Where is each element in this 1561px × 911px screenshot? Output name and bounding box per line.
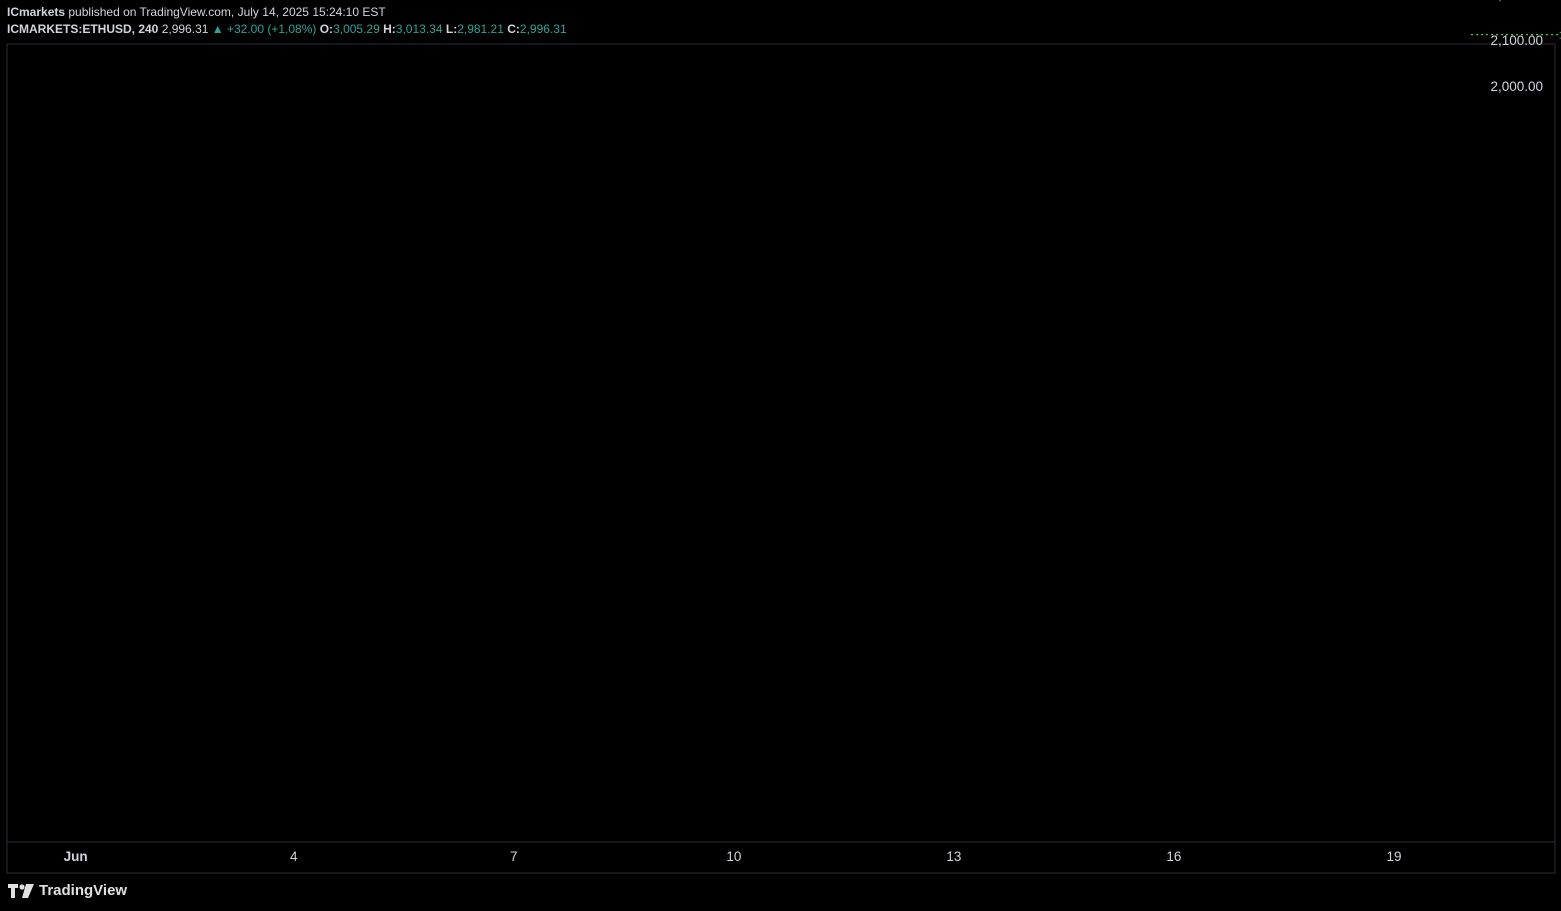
high-label: H: (383, 22, 396, 36)
x-tick-label: Jun (64, 849, 88, 864)
y-tick-label: 2,100.00 (1490, 33, 1543, 48)
x-tick-label: 10 (726, 849, 741, 864)
symbol-label[interactable]: ICMARKETS:ETHUSD, 240 (7, 22, 159, 36)
ohlc-legend: ICMARKETS:ETHUSD, 240 2,996.31 ▲ +32.00 … (7, 22, 567, 36)
y-tick-label: 2,000.00 (1490, 79, 1543, 94)
publish-info: ICmarkets published on TradingView.com, … (7, 5, 386, 19)
last-price-legend: 2,996.31 (161, 22, 209, 36)
low-label: L: (445, 22, 458, 36)
chart-frame (6, 43, 1556, 874)
close-value: 2,996.31 (519, 22, 567, 36)
tradingview-logo-icon (8, 883, 34, 898)
x-tick-label: 16 (1166, 849, 1181, 864)
tradingview-logo[interactable]: TradingView (8, 882, 127, 899)
high-value: 3,013.34 (395, 22, 443, 36)
x-tick-label: 19 (1386, 849, 1401, 864)
x-tick-label: 13 (946, 849, 961, 864)
y-tick-label: 2,200.00 (1490, 0, 1543, 2)
change-legend: ▲ +32.00 (+1.08%) (211, 22, 317, 36)
open-value: 3,005.29 (333, 22, 380, 36)
low-value: 2,981.21 (457, 22, 504, 36)
x-tick-label: 7 (510, 849, 518, 864)
close-label: C: (507, 22, 520, 36)
x-tick-label: 4 (290, 849, 298, 864)
published-text: published on TradingView.com, July 14, 2… (68, 5, 386, 19)
publisher-name: ICmarkets (7, 5, 66, 19)
tradingview-brand: TradingView (39, 882, 128, 899)
open-label: O: (319, 22, 334, 36)
fib-level-label: 100.00% (2,114.26) (1559, 30, 1561, 42)
